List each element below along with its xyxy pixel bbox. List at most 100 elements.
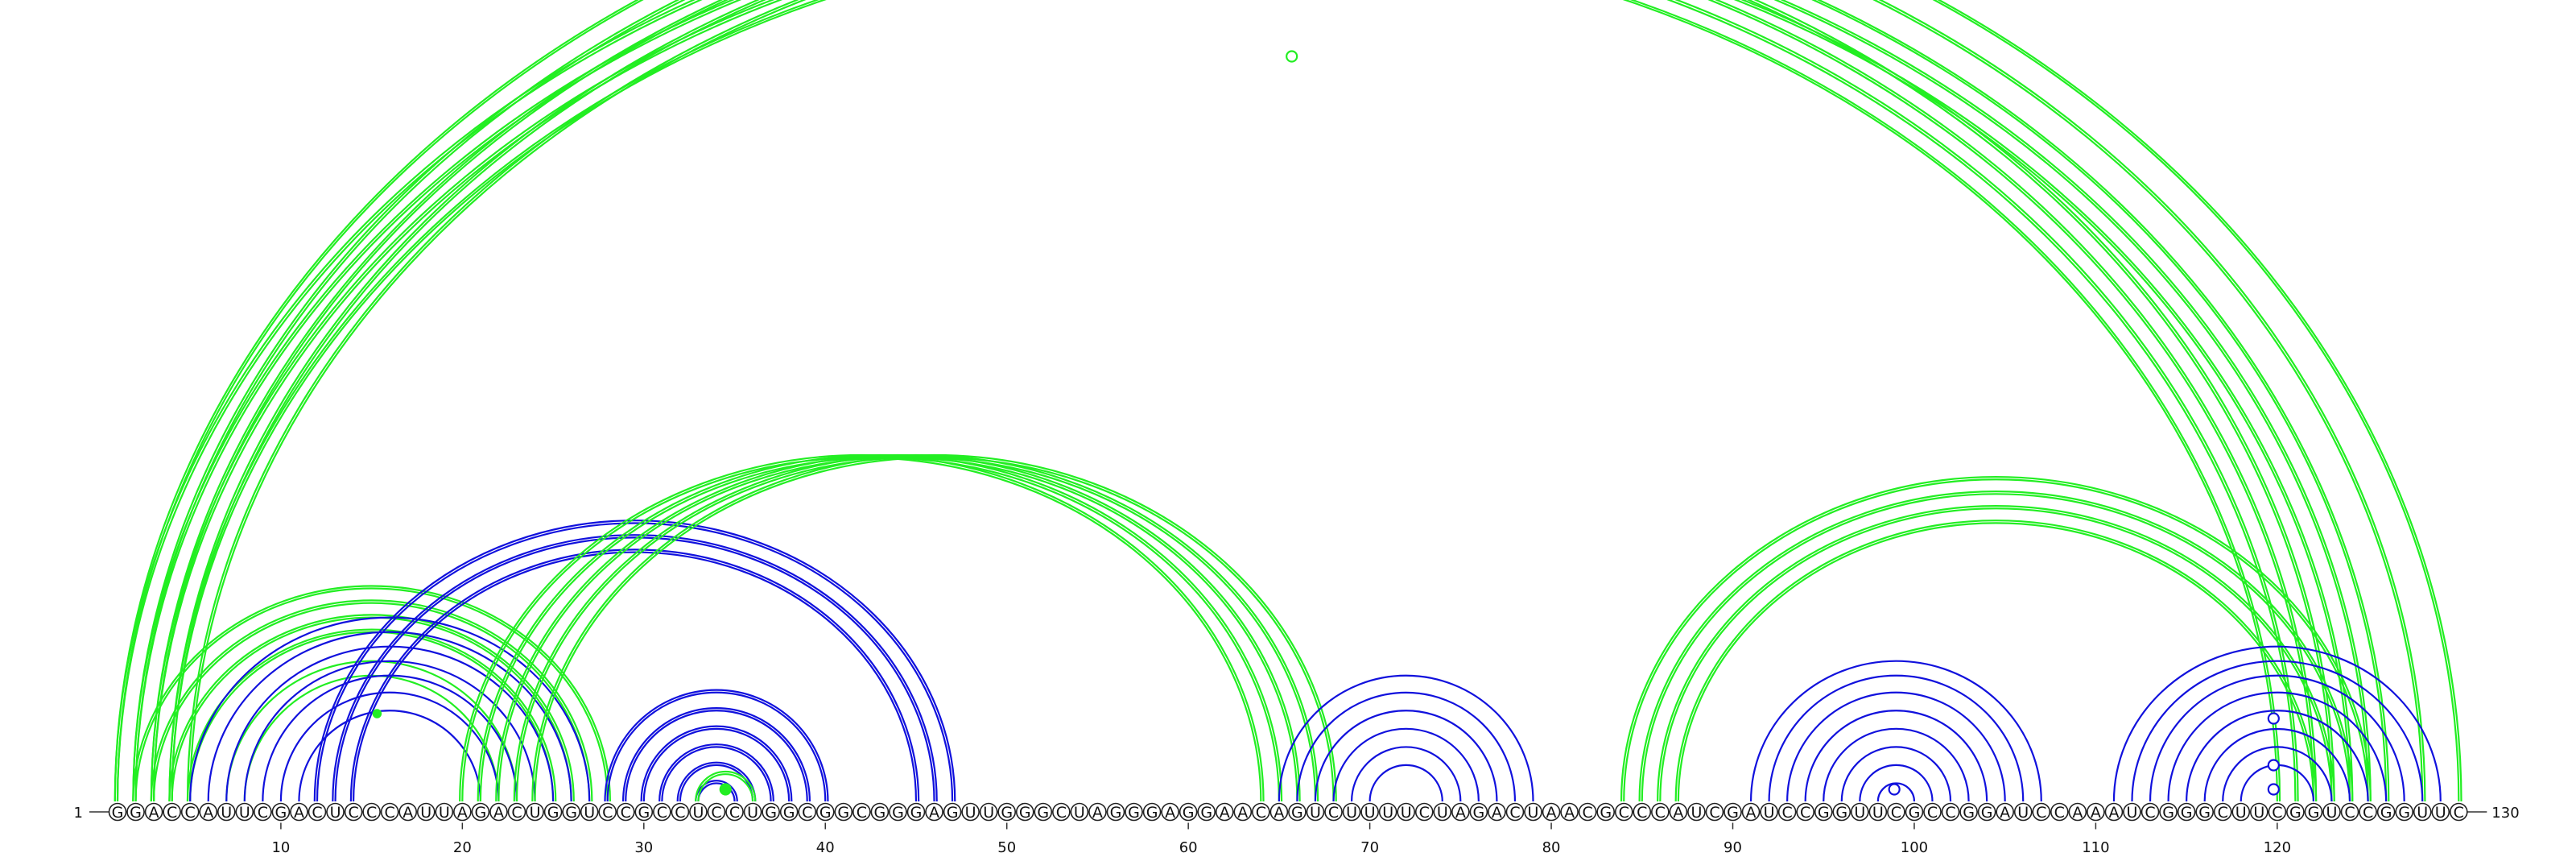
- nucleotide-letter: U: [1872, 804, 1884, 822]
- blue-base-pair-arc: [1314, 710, 1498, 802]
- nucleotide-circle: [1179, 802, 1198, 822]
- nucleotide-circle: [2159, 802, 2178, 822]
- green-base-pair-arc: [186, 0, 2354, 802]
- nucleotide: C: [616, 802, 635, 822]
- nucleotide: G: [126, 802, 145, 822]
- nucleotide: C: [2268, 802, 2287, 822]
- blue-base-pair-arc: [2112, 645, 2442, 802]
- green-base-pair-arc: [116, 0, 2460, 802]
- nucleotide: G: [1288, 802, 1307, 822]
- nucleotide-letter: G: [2398, 804, 2410, 822]
- nucleotide-circle: [1941, 802, 1960, 822]
- nucleotide: G: [634, 802, 654, 822]
- nucleotide-circle: [852, 802, 871, 822]
- blue-base-pair-arc: [621, 707, 811, 802]
- nucleotide-letter: A: [2091, 804, 2101, 822]
- blue-base-pair-arc: [2149, 674, 2405, 802]
- nucleotide-letter: C: [366, 804, 377, 822]
- green-base-pair-arc: [134, 587, 609, 802]
- nucleotide-circle: [1814, 802, 1833, 822]
- blue-base-pair-arc: [606, 691, 827, 802]
- green-base-pair-arc: [477, 453, 1283, 802]
- nucleotide: G: [1977, 802, 1996, 822]
- nucleotide: G: [1724, 802, 1742, 822]
- tick-label: 30: [634, 839, 653, 856]
- nucleotide-circle: [943, 802, 962, 822]
- nucleotide: G: [906, 802, 926, 822]
- nucleotide: A: [453, 802, 472, 822]
- blue-base-pair-arc: [298, 710, 481, 802]
- nucleotide: G: [889, 802, 907, 822]
- blue-base-pair-arc: [604, 689, 829, 802]
- nucleotide: A: [1996, 802, 2014, 822]
- blue-base-pair-arc: [1786, 691, 2006, 802]
- nucleotide-letter: A: [1546, 804, 1557, 822]
- nucleotide-circle: [1215, 802, 1234, 822]
- nucleotide: U: [1070, 802, 1089, 822]
- nucleotide-letter: A: [457, 804, 468, 822]
- nucleotide-circle: [815, 802, 835, 822]
- nucleotide-circle: [1959, 802, 1978, 822]
- nucleotide: G: [1197, 802, 1216, 822]
- nucleotide-circle: [1633, 802, 1652, 822]
- nucleotide-circle: [2250, 802, 2268, 822]
- nucleotide-circle: [435, 802, 454, 822]
- nucleotide: A: [1161, 802, 1179, 822]
- nucleotide: G: [2304, 802, 2323, 822]
- nucleotide-letter: C: [1891, 804, 1901, 822]
- nucleotide-letter: C: [258, 804, 268, 822]
- nucleotide: C: [1923, 802, 1942, 822]
- nucleotide: U: [235, 802, 254, 822]
- nucleotide: A: [1215, 802, 1234, 822]
- nucleotide-circle: [1760, 802, 1778, 822]
- arc-marker: [1286, 50, 1298, 63]
- nucleotide: C: [1887, 802, 1905, 822]
- nucleotide: A: [1741, 802, 1761, 822]
- nucleotide-circle: [2395, 802, 2413, 822]
- nucleotide-letter: C: [312, 804, 322, 822]
- nucleotide-letter: C: [1709, 804, 1719, 822]
- nucleotide: C: [1651, 802, 1670, 822]
- nucleotide-letter: U: [2127, 804, 2138, 822]
- blue-base-pair-arc: [1768, 674, 2025, 802]
- nucleotide-letter: G: [1183, 804, 1195, 822]
- nucleotide-letter: G: [2289, 804, 2301, 822]
- nucleotide-circle: [1868, 802, 1888, 822]
- blue-base-pair-arc: [1859, 764, 1934, 802]
- blue-base-pair-arc: [313, 520, 956, 802]
- nucleotide-circle: [779, 802, 799, 822]
- nucleotide-letter: G: [1128, 804, 1140, 822]
- sequence-end-label: 130: [2491, 805, 2519, 822]
- nucleotide: C: [344, 802, 363, 822]
- nucleotide-letter: C: [1781, 804, 1792, 822]
- nucleotide-circle: [1161, 802, 1179, 822]
- green-base-pair-arc: [515, 457, 1317, 802]
- nucleotide-circle: [1342, 802, 1361, 822]
- nucleotide-letter: G: [1818, 804, 1830, 822]
- green-base-pair-arc: [495, 453, 1301, 802]
- nucleotide-letter: A: [1455, 804, 1466, 822]
- nucleotide-letter: A: [149, 804, 159, 822]
- nucleotide-circle: [1106, 802, 1125, 822]
- nucleotide-circle: [1451, 802, 1470, 822]
- nucleotide-letter: G: [947, 804, 959, 822]
- position-axis: 10 20 30 40 50 60 70 80 90 100 110 120: [271, 822, 2291, 856]
- arc-marker: [719, 783, 732, 796]
- nucleotide-circle: [870, 802, 890, 822]
- nucleotide: G: [815, 802, 835, 822]
- blue-base-pair-arc: [676, 761, 757, 802]
- nucleotide-letter: U: [420, 804, 431, 822]
- nucleotide-letter: G: [475, 804, 487, 822]
- nucleotide-circle: [616, 802, 635, 822]
- nucleotide-circle: [979, 802, 998, 822]
- nucleotide-letter: G: [1835, 804, 1847, 822]
- nucleotide-circle: [1560, 802, 1579, 822]
- nucleotide: G: [2195, 802, 2214, 822]
- green-base-pair-arc: [1623, 478, 2369, 802]
- tick-label: 20: [453, 839, 472, 856]
- green-base-pair-arc: [1674, 520, 2318, 802]
- nucleotide-letter: G: [1037, 804, 1049, 822]
- nucleotide-letter: C: [802, 804, 812, 822]
- nucleotide-circle: [1996, 802, 2014, 822]
- green-base-pair-arc: [1638, 490, 2354, 802]
